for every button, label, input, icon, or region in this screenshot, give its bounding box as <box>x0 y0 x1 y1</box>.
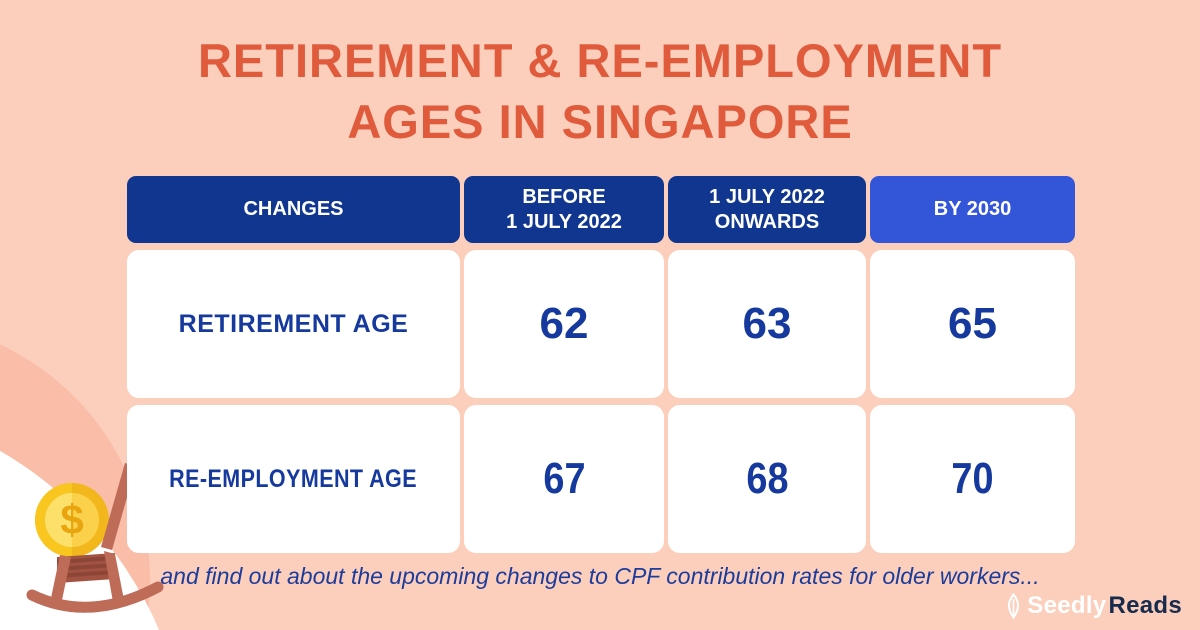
reemployment-age-onwards: 68 <box>668 405 866 553</box>
svg-text:$: $ <box>60 496 83 543</box>
value-63: 63 <box>742 299 792 348</box>
header-onwards-line1: 1 JULY 2022 <box>709 185 825 208</box>
coin-dollar-icon: $ <box>35 483 109 557</box>
page-title: RETIREMENT & RE-EMPLOYMENT AGES IN SINGA… <box>0 30 1200 152</box>
reemployment-age-before: 67 <box>464 405 664 553</box>
header-by-2030-label: BY 2030 <box>933 198 1012 220</box>
header-by-2030: BY 2030 <box>870 176 1075 243</box>
row-reemployment-age-label: RE-EMPLOYMENT AGE <box>127 405 460 553</box>
header-before-1-july-2022: BEFORE 1 JULY 2022 <box>464 176 664 243</box>
brand-reads: Reads <box>1108 592 1182 619</box>
value-67: 67 <box>542 454 586 503</box>
header-changes-label: CHANGES <box>243 198 344 220</box>
retirement-age-by-2030: 65 <box>870 250 1075 398</box>
page-title-line2: AGES IN SINGAPORE <box>347 95 853 148</box>
ages-table: CHANGES BEFORE 1 JULY 2022 1 JULY 2022 O… <box>127 176 1075 553</box>
header-onwards-line2: ONWARDS <box>714 210 820 233</box>
retirement-illustration: $ <box>0 455 200 630</box>
page-title-line1: RETIREMENT & RE-EMPLOYMENT <box>197 34 1003 87</box>
value-68: 68 <box>745 454 789 503</box>
seedly-leaf-icon <box>1008 593 1020 619</box>
retirement-age-text: RETIREMENT AGE <box>178 309 409 338</box>
seedly-reads-logo: Seedly Reads <box>1005 592 1182 620</box>
brand-seedly: Seedly <box>1027 592 1107 619</box>
retirement-age-before: 62 <box>464 250 664 398</box>
header-before-line1: BEFORE <box>522 185 606 208</box>
value-65: 65 <box>948 299 997 348</box>
footer-note: and find out about the upcoming changes … <box>160 563 1040 589</box>
header-before-line2: 1 JULY 2022 <box>506 210 622 233</box>
header-changes: CHANGES <box>127 176 460 243</box>
value-70: 70 <box>951 454 994 503</box>
reemployment-age-text: RE-EMPLOYMENT AGE <box>169 464 418 493</box>
rocking-chair-coin-graphic: $ <box>26 463 164 613</box>
value-62: 62 <box>539 299 589 348</box>
header-1-july-2022-onwards: 1 JULY 2022 ONWARDS <box>668 176 866 243</box>
row-retirement-age-label: RETIREMENT AGE <box>127 250 460 398</box>
retirement-age-onwards: 63 <box>668 250 866 398</box>
reemployment-age-by-2030: 70 <box>870 405 1075 553</box>
